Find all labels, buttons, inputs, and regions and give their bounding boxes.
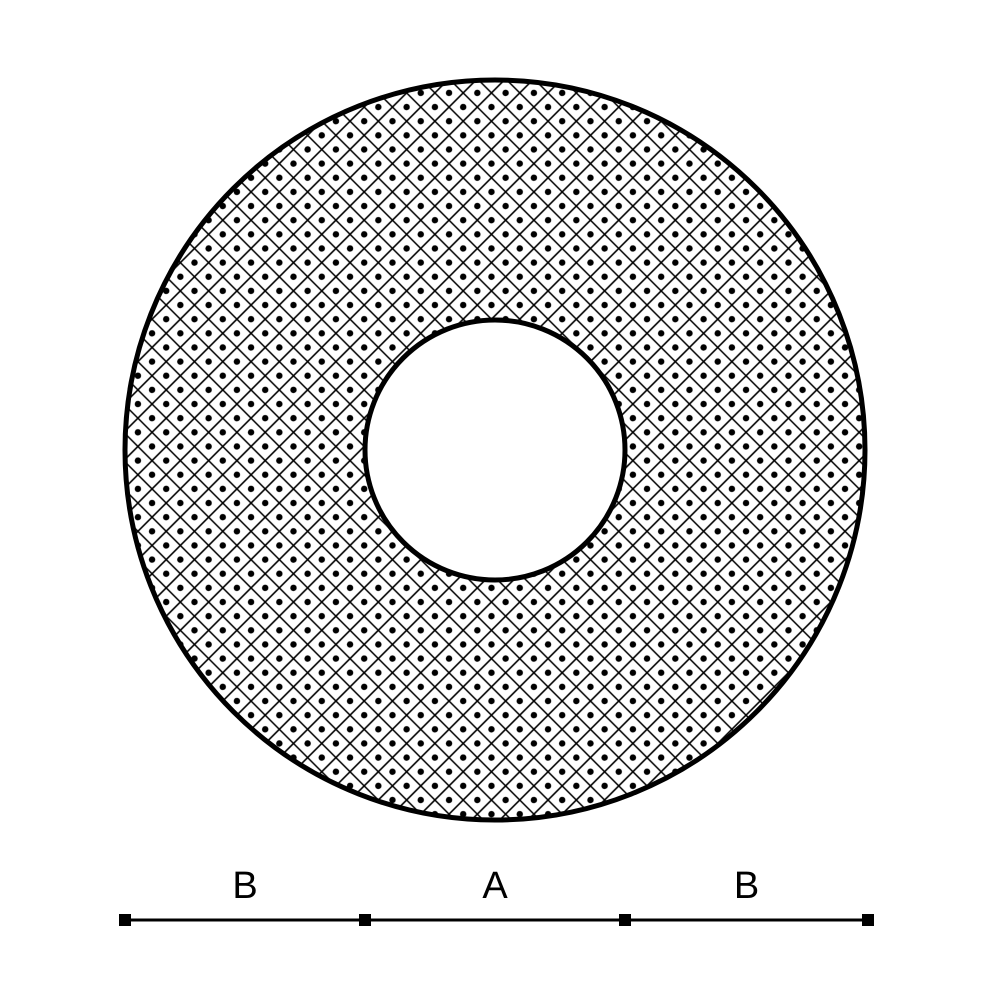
- dimension-tick: [119, 914, 131, 926]
- hatched-ring: [0, 0, 1000, 1000]
- dimension-tick: [862, 914, 874, 926]
- dimension-label: B: [232, 865, 257, 907]
- dimension-tick: [619, 914, 631, 926]
- annulus-diagram: BAB: [0, 0, 1000, 1000]
- dimension-tick: [359, 914, 371, 926]
- dimension-label: A: [482, 865, 508, 907]
- dimension-label: B: [734, 865, 759, 907]
